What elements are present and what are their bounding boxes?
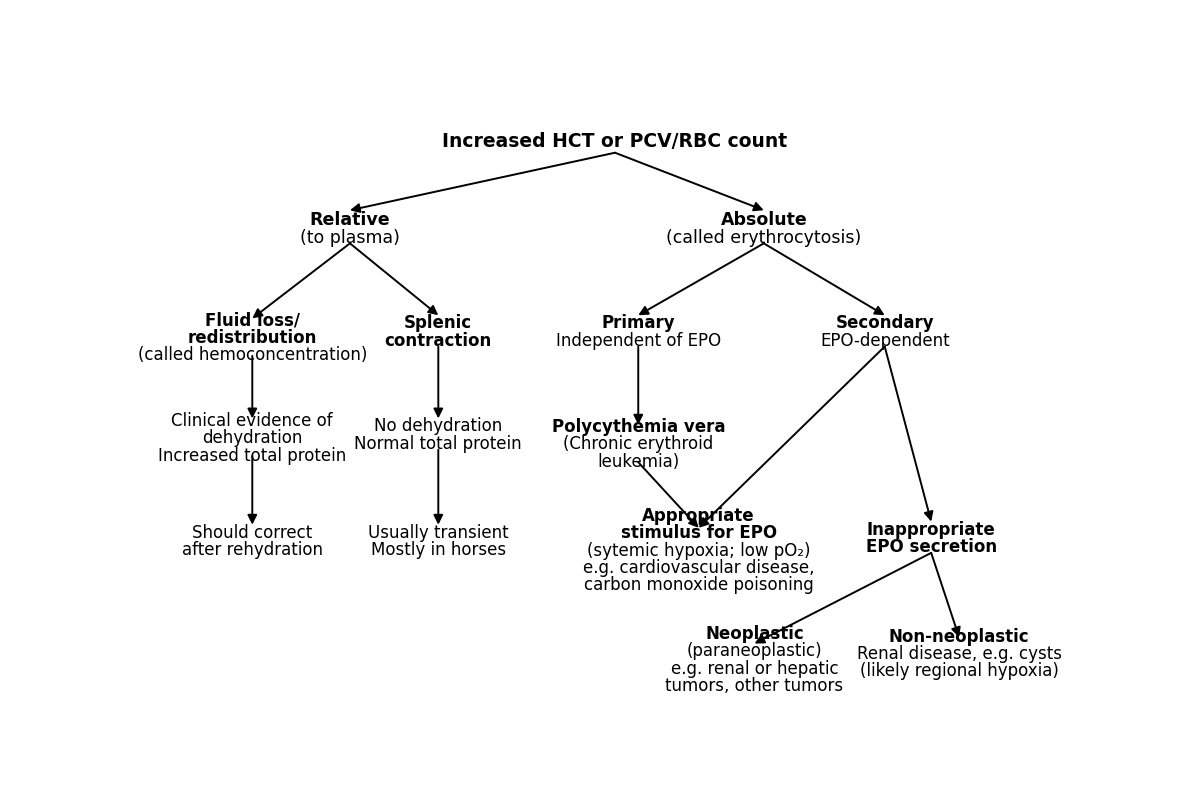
Text: stimulus for EPO: stimulus for EPO	[620, 524, 776, 542]
Text: (likely regional hypoxia): (likely regional hypoxia)	[859, 662, 1058, 680]
Text: Appropriate: Appropriate	[642, 506, 755, 525]
Text: Non-neoplastic: Non-neoplastic	[889, 627, 1030, 645]
Text: Splenic: Splenic	[404, 314, 473, 332]
Text: Clinical evidence of: Clinical evidence of	[172, 411, 334, 429]
Text: (to plasma): (to plasma)	[300, 229, 400, 247]
Text: EPO-dependent: EPO-dependent	[820, 331, 949, 350]
Text: Usually transient: Usually transient	[368, 523, 509, 541]
Text: Increased HCT or PCV/RBC count: Increased HCT or PCV/RBC count	[443, 131, 787, 151]
Text: e.g. cardiovascular disease,: e.g. cardiovascular disease,	[583, 559, 815, 577]
Text: Independent of EPO: Independent of EPO	[556, 331, 721, 350]
Text: after rehydration: after rehydration	[182, 540, 323, 558]
Text: Absolute: Absolute	[720, 211, 808, 229]
Text: (paraneoplastic): (paraneoplastic)	[686, 642, 822, 659]
Text: redistribution: redistribution	[187, 328, 317, 347]
Text: EPO secretion: EPO secretion	[865, 537, 997, 556]
Text: (sytemic hypoxia; low pO₂): (sytemic hypoxia; low pO₂)	[587, 541, 810, 559]
Text: Normal total protein: Normal total protein	[354, 434, 522, 453]
Text: (called hemoconcentration): (called hemoconcentration)	[138, 346, 367, 364]
Text: e.g. renal or hepatic: e.g. renal or hepatic	[671, 659, 839, 677]
Text: Primary: Primary	[601, 314, 676, 332]
Text: No dehydration: No dehydration	[374, 417, 503, 435]
Text: Fluid loss/: Fluid loss/	[205, 311, 300, 329]
Text: Neoplastic: Neoplastic	[706, 624, 804, 642]
Text: leukemia): leukemia)	[598, 453, 679, 470]
Text: contraction: contraction	[385, 331, 492, 350]
Text: tumors, other tumors: tumors, other tumors	[666, 676, 844, 694]
Text: Should correct: Should correct	[192, 523, 312, 541]
Text: Relative: Relative	[310, 211, 390, 229]
Text: Polycythemia vera: Polycythemia vera	[552, 418, 725, 436]
Text: Secondary: Secondary	[835, 314, 934, 332]
Text: (called erythrocytosis): (called erythrocytosis)	[666, 229, 862, 247]
Text: Renal disease, e.g. cysts: Renal disease, e.g. cysts	[857, 644, 1062, 662]
Text: Inappropriate: Inappropriate	[866, 520, 996, 538]
Text: Increased total protein: Increased total protein	[158, 446, 347, 464]
Text: dehydration: dehydration	[202, 429, 302, 447]
Text: Mostly in horses: Mostly in horses	[371, 540, 506, 558]
Text: carbon monoxide poisoning: carbon monoxide poisoning	[584, 576, 814, 594]
Text: (Chronic erythroid: (Chronic erythroid	[563, 435, 713, 453]
